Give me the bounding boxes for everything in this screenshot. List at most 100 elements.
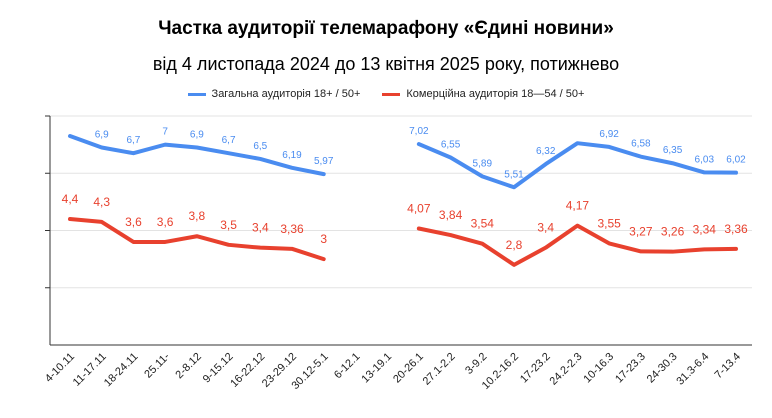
x-tick-label: 17-23.3: [613, 351, 648, 386]
legend-item-general: Загальна аудиторія 18+ / 50+: [187, 88, 361, 100]
data-label-general: 6,03: [695, 154, 715, 165]
data-point-commercial: [576, 225, 578, 227]
series-line-general: [416, 141, 738, 190]
data-label-general: 5,89: [473, 158, 493, 169]
data-point-commercial: [513, 264, 515, 266]
data-point-general: [735, 172, 737, 174]
data-point-general: [545, 163, 547, 165]
data-label-general: 6,55: [441, 140, 461, 151]
data-label-commercial: 3,4: [252, 221, 269, 235]
x-tick-label: 10-16.3: [581, 351, 616, 386]
data-label-general: 5,97: [314, 156, 334, 167]
legend-swatch-general: [187, 92, 206, 96]
x-tick-label: 27.1-2.2: [421, 351, 458, 388]
data-label-commercial: 3,26: [661, 225, 685, 239]
data-label-general: 6,02: [726, 155, 746, 166]
data-label-commercial: 3,8: [189, 209, 206, 223]
data-point-general: [576, 142, 578, 144]
data-point-commercial: [450, 234, 452, 236]
data-label-commercial: 4,3: [93, 195, 110, 209]
data-point-commercial: [703, 248, 705, 250]
data-label-general: 6,92: [599, 129, 619, 140]
data-point-general: [132, 152, 134, 154]
data-label-commercial: 3,55: [597, 216, 621, 230]
x-tick-label: 6-12.1: [332, 351, 363, 382]
x-tick-label: 31.3-6.4: [674, 351, 711, 388]
data-label-commercial: 3,34: [693, 222, 717, 236]
x-tick-label: 24.2-2.3: [548, 351, 585, 388]
data-label-commercial: 4,17: [566, 199, 590, 213]
data-point-general: [450, 157, 452, 159]
data-point-general: [164, 144, 166, 146]
data-label-general: 6,58: [631, 139, 651, 150]
data-point-commercial: [228, 244, 230, 246]
data-label-commercial: 3,54: [471, 217, 495, 231]
chart-title: Частка аудиторії телемарафону «Єдині нов…: [158, 18, 614, 39]
x-tick-label: 25.11-: [142, 350, 172, 380]
data-point-commercial: [672, 251, 674, 253]
x-tick-label: 13-19.1: [359, 351, 394, 386]
legend-label-general: Загальна аудиторія 18+ / 50+: [211, 88, 361, 100]
data-point-general: [640, 156, 642, 158]
x-tick-label: 3-9.2: [463, 351, 489, 377]
data-point-commercial: [132, 241, 134, 243]
data-label-general: 6,7: [222, 135, 236, 146]
data-point-general: [228, 152, 230, 154]
x-tick-label: 2-8.12: [173, 351, 204, 382]
data-point-general: [672, 162, 674, 164]
data-point-general: [418, 143, 420, 145]
series-line-commercial: [416, 223, 738, 267]
data-point-general: [196, 146, 198, 148]
data-point-commercial: [640, 250, 642, 252]
data-label-commercial: 4,07: [407, 201, 431, 215]
data-label-commercial: 4,4: [62, 192, 79, 206]
data-point-general: [481, 175, 483, 177]
data-point-commercial: [608, 242, 610, 244]
data-point-general: [323, 173, 325, 175]
data-label-commercial: 3,36: [280, 222, 304, 236]
data-point-general: [513, 186, 515, 188]
data-point-commercial: [291, 248, 293, 250]
data-point-commercial: [259, 247, 261, 249]
data-point-general: [259, 158, 261, 160]
data-label-commercial: 3,6: [125, 215, 142, 229]
data-point-general: [703, 171, 705, 173]
data-label-commercial: 3,6: [157, 215, 174, 229]
data-label-general: 5,51: [504, 169, 524, 180]
data-point-general: [69, 135, 71, 137]
legend: Загальна аудиторія 18+ / 50+ Комерційна …: [0, 88, 772, 100]
data-point-commercial: [101, 221, 103, 223]
data-label-commercial: 3: [320, 232, 327, 246]
data-point-general: [101, 146, 103, 148]
data-label-commercial: 2,8: [506, 238, 523, 252]
data-point-general: [608, 146, 610, 148]
data-point-commercial: [418, 227, 420, 229]
data-label-general: 7: [162, 127, 168, 138]
x-tick-label: 7-13.4: [713, 351, 744, 382]
data-label-commercial: 3,84: [439, 208, 463, 222]
legend-label-commercial: Комерційна аудиторія 18—54 / 50+: [406, 88, 585, 100]
x-tick-label: 18-24.11: [102, 351, 141, 390]
data-point-commercial: [164, 241, 166, 243]
data-label-general: 7,02: [409, 126, 429, 137]
data-point-commercial: [196, 235, 198, 237]
data-label-commercial: 3,4: [537, 221, 554, 235]
data-label-general: 6,5: [253, 141, 267, 152]
data-label-general: 6,35: [663, 145, 683, 156]
legend-item-commercial: Комерційна аудиторія 18—54 / 50+: [382, 88, 584, 100]
data-point-general: [291, 167, 293, 169]
data-label-commercial: 3,5: [220, 218, 237, 232]
data-point-commercial: [323, 258, 325, 260]
data-point-commercial: [545, 247, 547, 249]
legend-swatch-commercial: [382, 92, 401, 96]
data-label-general: 6,7: [126, 135, 140, 146]
data-label-general: 6,9: [190, 129, 204, 140]
data-label-general: 6,9: [95, 129, 109, 140]
data-label-commercial: 3,36: [724, 222, 748, 236]
data-point-commercial: [69, 218, 71, 220]
data-label-commercial: 3,27: [629, 224, 653, 238]
data-point-commercial: [735, 248, 737, 250]
data-label-general: 6,19: [282, 150, 302, 161]
data-label-general: 6,32: [536, 146, 556, 157]
